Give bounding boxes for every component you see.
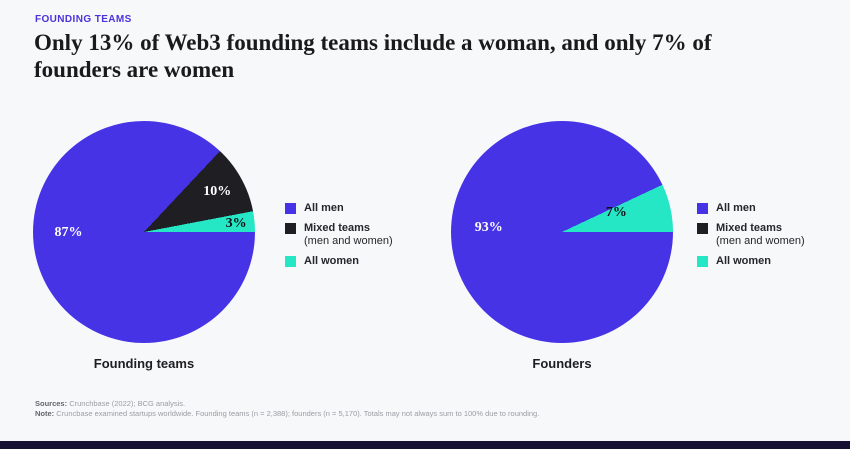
sources-label: Sources: (35, 399, 68, 408)
all-women-swatch-icon (285, 256, 296, 267)
caption-founding-teams: Founding teams (93, 356, 195, 371)
legend-sublabel: (men and women) (716, 235, 805, 247)
note-label: Note: (35, 408, 55, 418)
legend-label: All women (716, 255, 772, 267)
pie-founders: 93% 7% (451, 121, 673, 343)
legend-label: Mixed teams (304, 222, 371, 234)
legend-label: All men (716, 202, 756, 214)
legend-label: Mixed teams (716, 222, 783, 234)
pie-founding-teams: 87% 10% 3% (33, 121, 255, 343)
sources-text: Crunchbase (2022); BCG analysis. (69, 399, 186, 408)
page-title-line1: Only 13% of Web3 founding teams include … (34, 30, 712, 55)
sources-line: Sources: Crunchbase (2022); BCG analysis… (35, 399, 539, 409)
all-women-swatch-icon (697, 256, 708, 267)
pie-slice-label: 3% (225, 216, 247, 232)
legend-item-mixed-teams: Mixed teams (men and women) (285, 222, 393, 248)
all-men-swatch-icon (285, 203, 296, 214)
eyebrow-label: FOUNDING TEAMS (35, 14, 132, 25)
note-line: Note: Cruncbase examined startups worldw… (35, 409, 539, 419)
legend-item-all-women: All women (697, 255, 805, 268)
legend-label: All women (304, 255, 360, 267)
all-men-swatch-icon (697, 203, 708, 214)
legend-founding-teams: All men Mixed teams (men and women) All … (285, 202, 393, 275)
bottom-brand-bar (0, 441, 850, 449)
mixed-teams-swatch-icon (285, 223, 296, 234)
mixed-teams-swatch-icon (697, 223, 708, 234)
pie-slice-label: 10% (203, 184, 232, 200)
caption-founders: Founders (532, 356, 592, 371)
legend-item-mixed-teams: Mixed teams (men and women) (697, 222, 805, 248)
legend-item-all-men: All men (697, 202, 805, 215)
legend-sublabel: (men and women) (304, 235, 393, 247)
footnotes: Sources: Crunchbase (2022); BCG analysis… (35, 399, 539, 418)
pie-slice-label: 87% (54, 225, 83, 241)
page-title-line2: founders are women (34, 57, 235, 82)
pie-slice-label: 93% (474, 219, 503, 235)
legend-item-all-men: All men (285, 202, 393, 215)
page-title: Only 13% of Web3 founding teams include … (34, 29, 814, 83)
legend-label: All men (304, 202, 344, 214)
note-text: Cruncbase examined startups worldwide. F… (56, 408, 540, 418)
pie-slice-label: 7% (605, 205, 627, 221)
legend-founders: All men Mixed teams (men and women) All … (697, 202, 805, 275)
legend-item-all-women: All women (285, 255, 393, 268)
